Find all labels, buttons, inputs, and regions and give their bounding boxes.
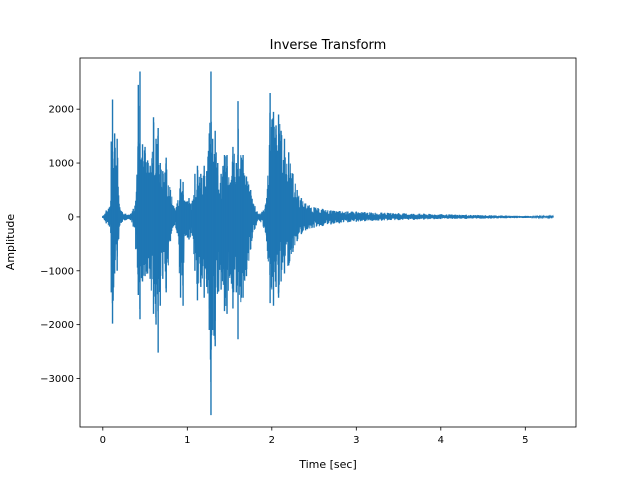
x-tick-label: 5 [522, 435, 528, 446]
x-tick-label: 0 [100, 435, 106, 446]
x-tick-label: 4 [438, 435, 444, 446]
chart-title: Inverse Transform [270, 38, 387, 53]
x-tick-label: 3 [353, 435, 359, 446]
y-tick-label: 1000 [49, 159, 74, 170]
x-tick-label: 1 [184, 435, 190, 446]
y-tick-label: 2000 [49, 105, 74, 116]
y-axis-ticks: −3000 −2000 −1000 0 1000 2000 [40, 105, 80, 385]
axes-frame [79, 57, 577, 428]
x-tick-label: 2 [269, 435, 275, 446]
y-axis-label: Amplitude [4, 214, 17, 271]
y-tick-label: 0 [68, 212, 74, 223]
y-tick-label: −2000 [40, 320, 74, 331]
plot-area [102, 71, 554, 416]
y-tick-label: −1000 [40, 266, 74, 277]
x-axis-label: Time [sec] [298, 458, 357, 471]
y-tick-label: −3000 [40, 374, 74, 385]
x-axis-ticks: 0 1 2 3 4 5 [100, 427, 528, 446]
